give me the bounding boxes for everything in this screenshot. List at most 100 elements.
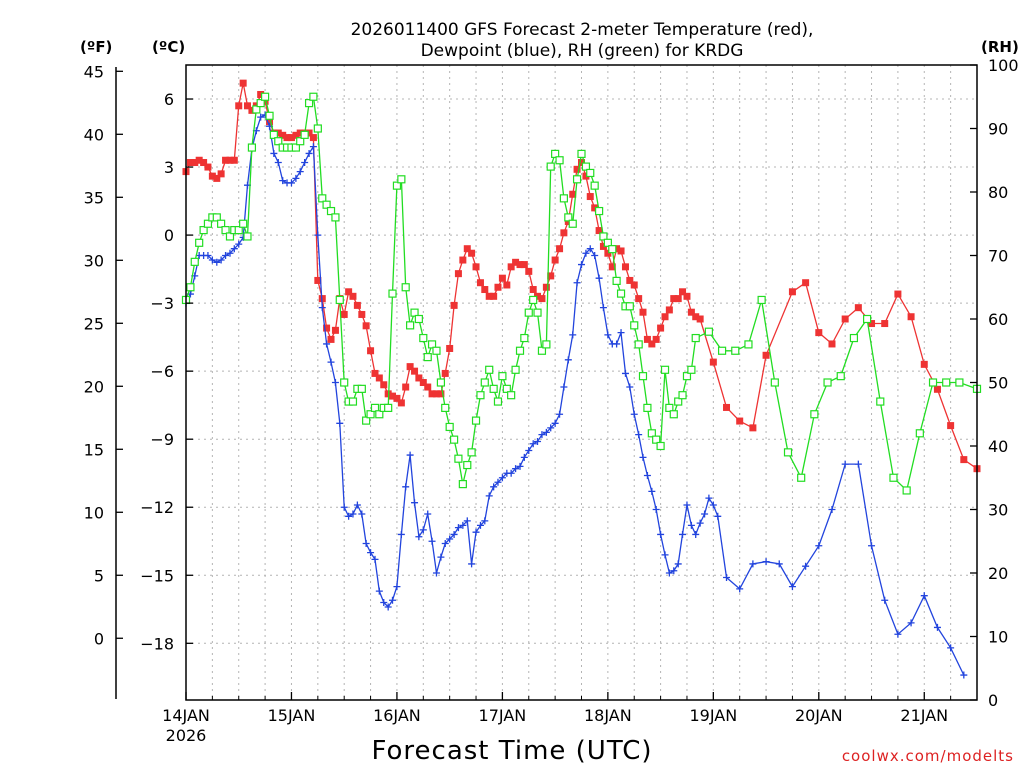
dewpoint-point xyxy=(582,249,590,257)
temperature-point xyxy=(630,281,638,289)
rh-point xyxy=(520,333,529,343)
dewpoint-point xyxy=(512,465,520,473)
rh-point xyxy=(498,372,507,381)
temperature-point xyxy=(692,313,700,321)
dewpoint-point xyxy=(450,530,458,538)
temperature-point xyxy=(485,292,493,300)
temperature-point xyxy=(520,261,528,269)
rh-tick-label: 90 xyxy=(988,120,1008,139)
rh-tick-label: 10 xyxy=(988,628,1008,647)
temperature-point xyxy=(261,97,269,105)
dewpoint-point xyxy=(626,383,634,391)
rh-point xyxy=(546,162,555,171)
temperature-point xyxy=(525,267,533,275)
rh-point xyxy=(669,410,678,419)
dewpoint-point xyxy=(415,533,423,541)
dewpoint-point xyxy=(613,340,621,348)
temperature-point xyxy=(582,172,590,180)
dewpoint-point xyxy=(692,530,700,538)
rh-point xyxy=(529,295,538,305)
temperature-point xyxy=(542,283,550,291)
temperature-point xyxy=(907,313,915,321)
temperature-point xyxy=(358,310,366,318)
dewpoint-point xyxy=(481,517,489,525)
temperature-point xyxy=(191,159,199,167)
temperature-point xyxy=(323,324,331,332)
celsius-tick-label: −6 xyxy=(150,362,174,381)
dewpoint-point xyxy=(881,596,889,604)
temperature-point xyxy=(894,290,902,298)
temperature-point xyxy=(498,274,506,282)
rh-point xyxy=(274,137,283,146)
rh-point xyxy=(955,378,964,387)
rh-point xyxy=(362,416,371,425)
temperature-point xyxy=(243,102,251,110)
dewpoint-point xyxy=(222,252,230,259)
rh-point xyxy=(849,333,859,343)
celsius-tick-label: 6 xyxy=(164,90,174,109)
dewpoint-point xyxy=(551,419,559,427)
dewpoint-point xyxy=(933,623,941,631)
temperature-point xyxy=(419,379,427,386)
x-tick-label: 20JAN xyxy=(795,706,843,725)
temperature-point xyxy=(556,245,564,253)
dewpoint-point xyxy=(920,592,928,600)
temperature-point xyxy=(424,383,432,391)
dewpoint-point xyxy=(226,249,234,257)
rh-point xyxy=(335,295,344,305)
fahrenheit-tick-label: 45 xyxy=(84,62,104,81)
temperature-point xyxy=(674,295,682,303)
rh-point xyxy=(326,206,336,216)
rh-point xyxy=(366,410,375,419)
dewpoint-point xyxy=(542,428,550,436)
temperature-point xyxy=(476,279,484,287)
dewpoint-point xyxy=(683,501,691,509)
dewpoint-point xyxy=(380,598,388,606)
dewpoint-point xyxy=(424,510,432,518)
rh-point xyxy=(463,460,472,470)
dewpoint-point xyxy=(687,521,695,529)
temperature-point xyxy=(393,394,401,402)
dewpoint-point xyxy=(340,503,348,511)
rh-point xyxy=(261,92,270,101)
temperature-point xyxy=(459,256,467,264)
rh-point xyxy=(221,226,230,235)
temperature-point xyxy=(305,129,313,137)
rh-point xyxy=(638,372,648,381)
temperature-point xyxy=(349,292,357,300)
rh-point xyxy=(269,130,278,139)
rh-point xyxy=(467,448,476,457)
dewpoint-point xyxy=(274,159,282,167)
dewpoint-point xyxy=(318,304,326,312)
dewpoint-point xyxy=(828,506,836,513)
dewpoint-point xyxy=(569,331,577,339)
rh-point xyxy=(507,391,516,400)
dewpoint-point xyxy=(701,510,709,518)
dewpoint-point xyxy=(336,419,344,427)
dewpoint-point xyxy=(586,245,594,253)
dewpoint-point xyxy=(547,424,555,432)
temperature-point xyxy=(217,170,225,178)
temperature-point xyxy=(195,156,203,164)
dewpoint-point xyxy=(560,383,568,391)
temperature-point xyxy=(749,424,757,432)
rh-point xyxy=(318,194,327,203)
unit-label-rh: (RH) xyxy=(981,38,1019,56)
temperature-point xyxy=(446,344,454,352)
rh-point xyxy=(348,397,358,406)
dewpoint-point xyxy=(894,630,902,638)
rh-point xyxy=(493,397,503,406)
dewpoint-point xyxy=(419,526,427,534)
dewpoint-point xyxy=(279,177,287,185)
rh-tick-label: 50 xyxy=(988,374,1008,393)
rh-point xyxy=(515,346,525,355)
temperature-point xyxy=(947,422,955,430)
temperature-point xyxy=(591,204,599,212)
temperature-point xyxy=(534,292,542,300)
x-tick-label: 15JAN xyxy=(268,706,316,725)
dewpoint-point xyxy=(441,540,449,548)
rh-point xyxy=(524,308,533,317)
chart-title-line1: 2026011400 GFS Forecast 2-meter Temperat… xyxy=(351,20,814,40)
dewpoint-point xyxy=(454,524,462,532)
